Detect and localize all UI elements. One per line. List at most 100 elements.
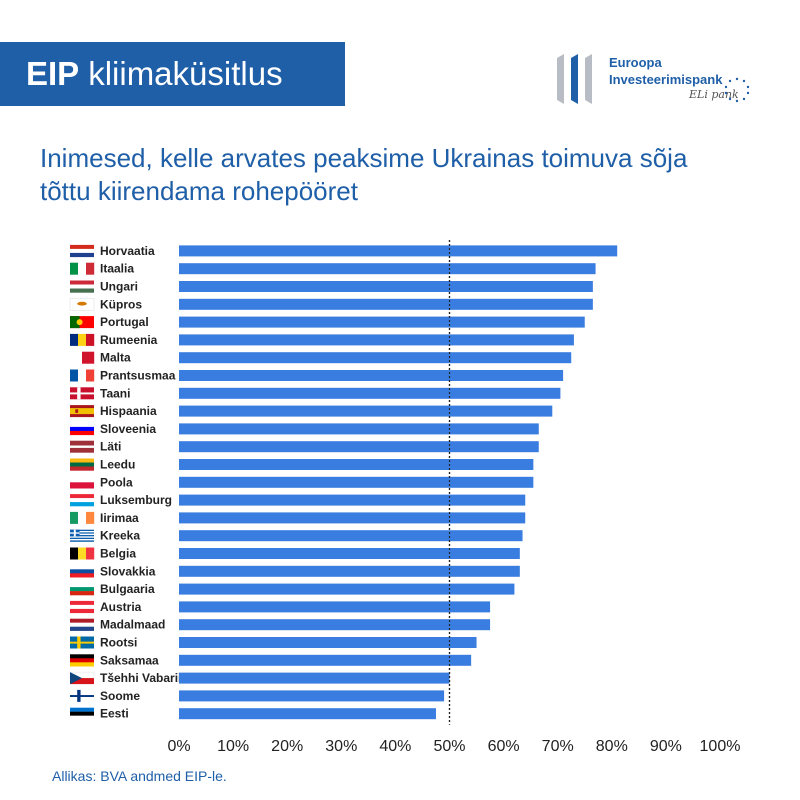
flag-italy-icon — [70, 262, 95, 275]
bar — [179, 298, 593, 310]
banner-bold-text: EIP — [26, 55, 80, 92]
bar — [179, 316, 585, 328]
flag-czechia-icon — [69, 671, 95, 685]
x-tick-label: 40% — [379, 738, 411, 755]
category-label: Rootsi — [100, 636, 137, 650]
category-label: Rumeenia — [100, 333, 158, 347]
bar — [179, 654, 472, 666]
category-label: Kreeka — [100, 529, 140, 543]
x-tick-label: 50% — [433, 738, 465, 755]
eib-signature: ELi pank — [689, 88, 739, 101]
flag-austria-icon — [70, 600, 94, 614]
flag-ireland-icon — [70, 511, 95, 524]
bar — [179, 708, 436, 720]
x-tick-label: 80% — [596, 738, 628, 755]
bar — [179, 352, 572, 364]
x-tick-label: 90% — [650, 738, 682, 755]
flag-netherlands-icon — [70, 618, 94, 631]
eib-name-line2: Investeerimispank — [609, 72, 723, 87]
category-label: Iirimaa — [100, 511, 139, 525]
flag-slovenia-icon — [70, 422, 94, 436]
bar — [179, 672, 450, 684]
flag-bulgaria-icon — [70, 583, 94, 596]
category-label: Malta — [100, 351, 131, 365]
category-label: Saksamaa — [100, 653, 159, 667]
x-tick-label: 60% — [488, 738, 520, 755]
category-label: Hispaania — [100, 404, 157, 418]
category-label: Taani — [100, 386, 130, 400]
flag-sweden-icon — [70, 636, 94, 649]
category-label: Slovakkia — [100, 564, 156, 578]
flag-belgium-icon — [70, 547, 95, 560]
bar-chart: Horvaatia Itaalia Ungari Küpros Portugal Rume… — [69, 240, 741, 755]
category-label: Madalmaad — [100, 618, 165, 632]
bar — [179, 619, 491, 631]
category-label: Tšehhi Vabariik — [100, 671, 188, 685]
bar — [179, 459, 534, 470]
bar — [179, 405, 553, 417]
bar — [179, 334, 574, 346]
flag-luxembourg-icon — [70, 494, 94, 507]
banner-text: kliimaküsitlus — [88, 55, 283, 92]
category-label: Sloveenia — [100, 422, 156, 436]
bar — [179, 281, 593, 292]
category-label: Poola — [100, 475, 133, 489]
category-label: Ungari — [100, 280, 138, 294]
bar — [179, 263, 596, 275]
flag-croatia-icon — [70, 244, 94, 258]
category-label: Läti — [100, 440, 121, 454]
category-label: Küpros — [100, 297, 142, 311]
category-label: Leedu — [100, 458, 135, 472]
eib-name: Euroopa Investeerimispank — [609, 54, 722, 88]
category-label: Horvaatia — [100, 244, 155, 258]
x-tick-label: 100% — [700, 738, 741, 755]
category-label: Eesti — [100, 707, 129, 721]
flag-romania-icon — [70, 333, 95, 346]
category-label: Portugal — [100, 315, 149, 329]
x-tick-label: 30% — [325, 738, 357, 755]
bar — [179, 583, 515, 595]
bar — [179, 387, 561, 399]
bar — [179, 370, 564, 381]
flag-estonia-icon — [70, 707, 94, 720]
source-note: Allikas: BVA andmed EIP-le. — [52, 768, 227, 784]
x-tick-label: 10% — [217, 738, 249, 755]
bar — [179, 512, 526, 524]
bar — [179, 245, 618, 257]
bar — [179, 494, 526, 506]
eib-logo-icon — [557, 54, 592, 104]
bar — [179, 530, 523, 542]
category-label: Soome — [100, 689, 140, 703]
category-label: Prantsusmaa — [100, 369, 176, 383]
category-label: Austria — [100, 600, 142, 614]
flag-hungary-icon — [70, 280, 94, 293]
x-tick-label: 0% — [167, 738, 190, 755]
bar — [179, 548, 520, 559]
flag-slovakia-icon — [70, 565, 94, 578]
bar — [179, 565, 520, 577]
bar — [179, 690, 445, 702]
bar — [179, 476, 534, 488]
bar — [179, 601, 491, 613]
bar — [179, 423, 539, 435]
flag-denmark-icon — [70, 387, 94, 400]
eib-name-line1: Euroopa — [609, 55, 662, 70]
flag-finland-icon — [70, 689, 94, 702]
flag-portugal-icon — [70, 316, 94, 329]
chart-title: Inimesed, kelle arvates peaksime Ukraina… — [40, 143, 688, 206]
flag-poland-icon — [70, 476, 94, 489]
x-tick-label: 20% — [271, 738, 303, 755]
flag-france-icon — [70, 369, 95, 382]
eu-stars-icon — [724, 77, 750, 103]
x-tick-label: 70% — [542, 738, 574, 755]
category-label: Bulgaaria — [100, 582, 155, 596]
category-label: Itaalia — [100, 262, 134, 276]
flag-cyprus-icon — [69, 298, 95, 311]
eib-logo: Euroopa Investeerimispank ELi pank — [557, 54, 767, 114]
flag-greece-icon — [70, 529, 94, 542]
survey-banner: EIP kliimaküsitlus — [0, 42, 345, 106]
bar — [179, 441, 539, 453]
flag-malta-icon — [70, 351, 95, 364]
category-label: Luksemburg — [100, 493, 172, 507]
bar — [179, 637, 477, 648]
